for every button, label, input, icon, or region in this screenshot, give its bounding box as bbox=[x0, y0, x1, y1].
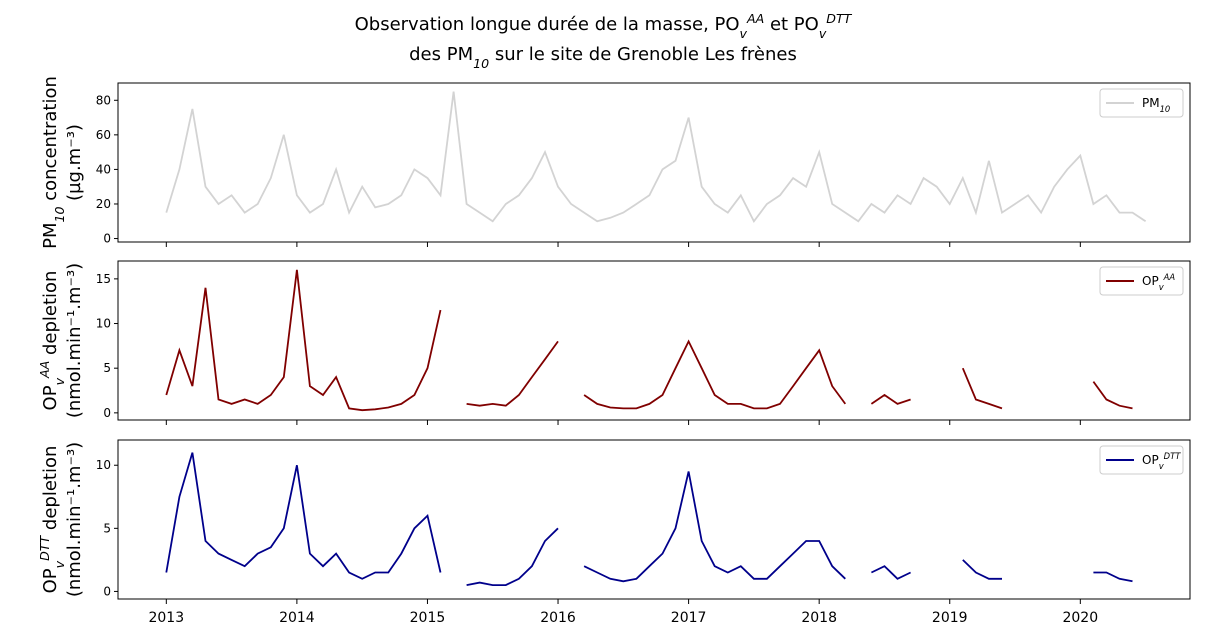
y-tick-label: 0 bbox=[103, 584, 111, 598]
series-line bbox=[165, 269, 1133, 412]
y-axis-label: (nmol.min⁻¹.m⁻³) bbox=[64, 442, 85, 597]
y-tick-label: 5 bbox=[103, 361, 111, 375]
text-part: PM bbox=[1142, 96, 1160, 110]
series-line bbox=[165, 452, 1133, 586]
legend-label: OPvDTT bbox=[1142, 451, 1181, 471]
superscript: AA bbox=[37, 361, 52, 379]
axes-frame bbox=[117, 439, 1191, 600]
y-tick-label: 60 bbox=[96, 128, 111, 142]
superscript: AA bbox=[1163, 272, 1176, 282]
y-tick-label: 0 bbox=[103, 232, 111, 246]
y-tick-label: 40 bbox=[96, 162, 111, 176]
x-tick-label: 2013 bbox=[148, 610, 184, 626]
legend-label: OPvAA bbox=[1142, 272, 1175, 292]
legend-label: PM10 bbox=[1142, 96, 1170, 114]
y-tick-label: 10 bbox=[96, 458, 111, 472]
y-axis-label: PM10 concentration bbox=[40, 76, 67, 249]
y-axis-label: OPvAA depletion bbox=[37, 271, 67, 411]
subscript: v bbox=[52, 560, 67, 568]
text-part: et PO bbox=[764, 14, 819, 35]
x-tick-label: 2015 bbox=[410, 610, 446, 626]
text-part: PM bbox=[40, 223, 61, 249]
legend-box bbox=[1099, 88, 1184, 118]
subscript: v bbox=[1159, 461, 1165, 471]
text-part: concentration bbox=[40, 76, 61, 206]
y-axis-label: (nmol.min⁻¹.m⁻³) bbox=[64, 263, 85, 418]
axes-frame bbox=[117, 82, 1191, 243]
subscript: v bbox=[52, 377, 67, 385]
text-part: OP bbox=[40, 568, 61, 593]
x-tick-label: 2014 bbox=[279, 610, 315, 626]
title-line: Observation longue durée de la masse, PO… bbox=[355, 11, 853, 41]
y-tick-label: 80 bbox=[96, 93, 111, 107]
x-tick-label: 2016 bbox=[540, 610, 576, 626]
subscript: 10 bbox=[473, 56, 489, 71]
text-part: Observation longue durée de la masse, PO bbox=[355, 14, 740, 35]
superscript: DTT bbox=[826, 11, 852, 26]
subscript: v bbox=[740, 26, 748, 41]
legend-box bbox=[1099, 445, 1184, 475]
subscript: v bbox=[1159, 282, 1165, 292]
x-tick-label: 2018 bbox=[801, 610, 837, 626]
title-line: des PM10 sur le site de Grenoble Les frè… bbox=[409, 44, 797, 71]
y-axis-label: (µg.m⁻³) bbox=[64, 124, 85, 201]
y-tick-label: 20 bbox=[96, 197, 111, 211]
superscript: AA bbox=[746, 11, 764, 26]
superscript: DTT bbox=[1164, 451, 1182, 461]
y-axis-label: OPvDTT depletion bbox=[37, 446, 67, 594]
superscript: DTT bbox=[37, 535, 52, 561]
x-tick-label: 2017 bbox=[671, 610, 707, 626]
subscript: v bbox=[819, 26, 827, 41]
text-part: OP bbox=[1142, 274, 1159, 288]
legend-box bbox=[1099, 266, 1184, 296]
y-tick-label: 0 bbox=[103, 406, 111, 420]
text-part: sur le site de Grenoble Les frènes bbox=[489, 44, 797, 65]
y-tick-label: 5 bbox=[103, 521, 111, 535]
y-tick-label: 15 bbox=[96, 272, 111, 286]
text-part: OP bbox=[40, 385, 61, 410]
text-part: depletion bbox=[40, 271, 61, 361]
series-line bbox=[165, 91, 1147, 223]
x-tick-label: 2019 bbox=[932, 610, 968, 626]
subscript: 10 bbox=[1160, 104, 1171, 114]
subscript: 10 bbox=[52, 206, 67, 222]
text-part: des PM bbox=[409, 44, 473, 65]
axes-frame bbox=[117, 260, 1191, 421]
x-tick-label: 2020 bbox=[1062, 610, 1098, 626]
text-part: OP bbox=[1142, 453, 1159, 467]
text-part: depletion bbox=[40, 446, 61, 536]
y-tick-label: 10 bbox=[96, 317, 111, 331]
